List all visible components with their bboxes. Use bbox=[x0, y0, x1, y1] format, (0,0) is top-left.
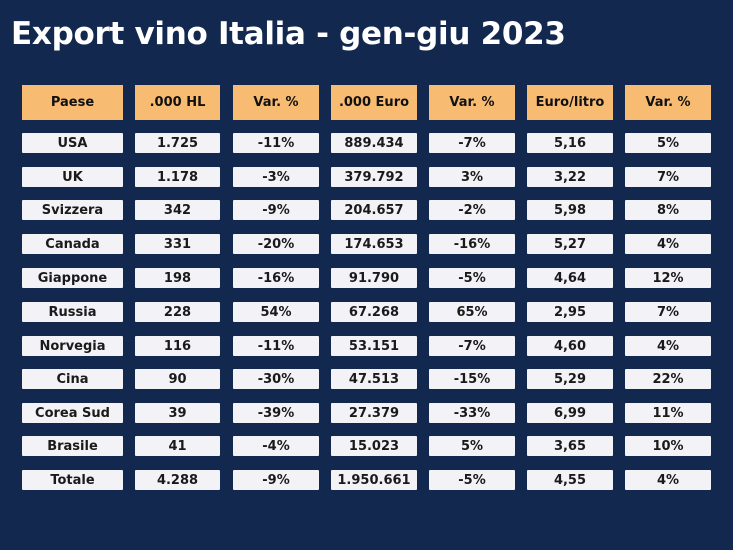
table-cell: 3,65 bbox=[527, 436, 613, 456]
header-volume-change: Var. % bbox=[233, 85, 319, 120]
table-cell: 3% bbox=[429, 167, 515, 187]
table-cell: 22% bbox=[625, 369, 711, 389]
table-cell: 41 bbox=[135, 436, 220, 456]
table-cell: 4% bbox=[625, 234, 711, 254]
table-cell: 7% bbox=[625, 167, 711, 187]
table-cell: 4% bbox=[625, 336, 711, 356]
table-cell-country: Corea Sud bbox=[22, 403, 123, 423]
header-volume: .000 HL bbox=[135, 85, 220, 120]
table-cell: 39 bbox=[135, 403, 220, 423]
table-cell-total: 4% bbox=[625, 470, 711, 490]
table-cell: 198 bbox=[135, 268, 220, 288]
table-cell: 379.792 bbox=[331, 167, 417, 187]
header-price: Euro/litro bbox=[527, 85, 613, 120]
table-cell: 5% bbox=[429, 436, 515, 456]
table-cell: 4,60 bbox=[527, 336, 613, 356]
table-cell: 2,95 bbox=[527, 302, 613, 322]
table-cell-country: Canada bbox=[22, 234, 123, 254]
table-cell-country: Russia bbox=[22, 302, 123, 322]
table-cell: 91.790 bbox=[331, 268, 417, 288]
table-cell: -9% bbox=[233, 200, 319, 220]
table-cell: 889.434 bbox=[331, 133, 417, 153]
table-cell: 5,16 bbox=[527, 133, 613, 153]
table-cell: 1.178 bbox=[135, 167, 220, 187]
table-cell-country: USA bbox=[22, 133, 123, 153]
table-cell-total: -9% bbox=[233, 470, 319, 490]
table-cell: 174.653 bbox=[331, 234, 417, 254]
table-cell: 116 bbox=[135, 336, 220, 356]
table-cell: 342 bbox=[135, 200, 220, 220]
table-cell: -2% bbox=[429, 200, 515, 220]
table-cell: 10% bbox=[625, 436, 711, 456]
header-paese: Paese bbox=[22, 85, 123, 120]
table-cell: 204.657 bbox=[331, 200, 417, 220]
table-cell: -15% bbox=[429, 369, 515, 389]
table-cell: 6,99 bbox=[527, 403, 613, 423]
table-cell: -11% bbox=[233, 336, 319, 356]
table-cell-total: 4.288 bbox=[135, 470, 220, 490]
table-cell: -33% bbox=[429, 403, 515, 423]
table-cell: 7% bbox=[625, 302, 711, 322]
table-cell: -7% bbox=[429, 133, 515, 153]
table-cell-total-label: Totale bbox=[22, 470, 123, 490]
table-cell: -11% bbox=[233, 133, 319, 153]
table-cell: -3% bbox=[233, 167, 319, 187]
table-cell: -7% bbox=[429, 336, 515, 356]
table-cell: 1.725 bbox=[135, 133, 220, 153]
table-cell-country: UK bbox=[22, 167, 123, 187]
table-cell: 331 bbox=[135, 234, 220, 254]
table-cell: -20% bbox=[233, 234, 319, 254]
header-price-change: Var. % bbox=[625, 85, 711, 120]
table-cell: 67.268 bbox=[331, 302, 417, 322]
table-cell: 53.151 bbox=[331, 336, 417, 356]
table-cell: 90 bbox=[135, 369, 220, 389]
table-cell: -16% bbox=[429, 234, 515, 254]
table-cell-country: Giappone bbox=[22, 268, 123, 288]
table-cell: 8% bbox=[625, 200, 711, 220]
table-cell: -5% bbox=[429, 268, 515, 288]
table-cell-country: Cina bbox=[22, 369, 123, 389]
table-cell: 12% bbox=[625, 268, 711, 288]
table-cell: 228 bbox=[135, 302, 220, 322]
table-cell-total: -5% bbox=[429, 470, 515, 490]
table-cell: 47.513 bbox=[331, 369, 417, 389]
table-cell: -16% bbox=[233, 268, 319, 288]
table-cell: 11% bbox=[625, 403, 711, 423]
table-cell: -30% bbox=[233, 369, 319, 389]
table-cell: 15.023 bbox=[331, 436, 417, 456]
table-cell-total: 1.950.661 bbox=[331, 470, 417, 490]
table-cell: -4% bbox=[233, 436, 319, 456]
header-value-change: Var. % bbox=[429, 85, 515, 120]
table-cell: 27.379 bbox=[331, 403, 417, 423]
table-cell-country: Svizzera bbox=[22, 200, 123, 220]
table-cell-total: 4,55 bbox=[527, 470, 613, 490]
page-title: Export vino Italia - gen-giu 2023 bbox=[11, 16, 566, 52]
table-cell: 5,98 bbox=[527, 200, 613, 220]
header-value: .000 Euro bbox=[331, 85, 417, 120]
table-cell: -39% bbox=[233, 403, 319, 423]
table-cell: 4,64 bbox=[527, 268, 613, 288]
table-cell-country: Norvegia bbox=[22, 336, 123, 356]
table-cell-country: Brasile bbox=[22, 436, 123, 456]
table-cell: 5% bbox=[625, 133, 711, 153]
table-cell: 65% bbox=[429, 302, 515, 322]
table-cell: 54% bbox=[233, 302, 319, 322]
table-cell: 3,22 bbox=[527, 167, 613, 187]
table-cell: 5,27 bbox=[527, 234, 613, 254]
table-cell: 5,29 bbox=[527, 369, 613, 389]
